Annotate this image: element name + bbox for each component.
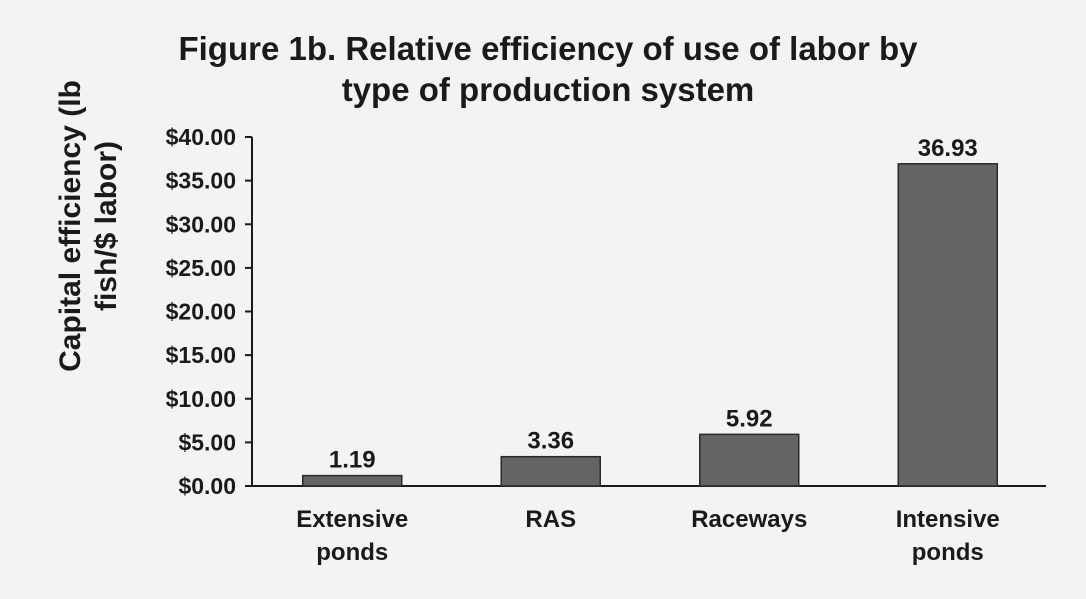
y-tick-label: $0.00 (178, 473, 236, 499)
y-axis-ticks: $0.00 $5.00 $10.00 $15.00 $20.00 $25.00 $30.00… (166, 124, 252, 499)
y-tick-label: $35.00 (166, 168, 236, 194)
y-tick-label: $25.00 (166, 255, 236, 281)
category-label: Extensive (296, 506, 408, 533)
category-label: Intensive (896, 506, 1000, 533)
y-axis-label: Capital efficiency (lb fish/$ labor) (54, 80, 123, 372)
y-axis-label-line: fish/$ labor) (90, 141, 123, 311)
category-label: ponds (912, 539, 984, 566)
data-label: 5.92 (726, 405, 773, 432)
y-tick-label: $5.00 (178, 429, 236, 455)
y-axis-label-line: Capital efficiency (lb (54, 80, 87, 372)
y-tick-label: $15.00 (166, 342, 236, 368)
x-axis-categories: Extensive ponds RAS Raceways Intensive ponds (296, 506, 1000, 566)
data-labels: 1.19 3.36 5.92 36.93 (329, 135, 978, 474)
category-label: RAS (525, 506, 576, 533)
y-tick-label: $30.00 (166, 211, 236, 237)
bar (302, 474, 403, 487)
y-tick-label: $10.00 (166, 386, 236, 412)
bar (500, 455, 601, 487)
bars (302, 163, 998, 487)
y-tick-label: $40.00 (166, 124, 236, 150)
data-label: 1.19 (329, 447, 376, 474)
bar (897, 163, 998, 487)
chart-title: Figure 1b. Relative efficiency of use of… (178, 30, 918, 108)
chart-title-line: Figure 1b. Relative efficiency of use of… (178, 30, 918, 67)
y-tick-label: $20.00 (166, 299, 236, 325)
data-label: 3.36 (527, 428, 574, 455)
category-label: ponds (316, 539, 388, 566)
category-label: Raceways (691, 506, 807, 533)
data-label: 36.93 (918, 135, 978, 162)
bar (699, 433, 800, 487)
chart-title-line: type of production system (342, 71, 755, 108)
